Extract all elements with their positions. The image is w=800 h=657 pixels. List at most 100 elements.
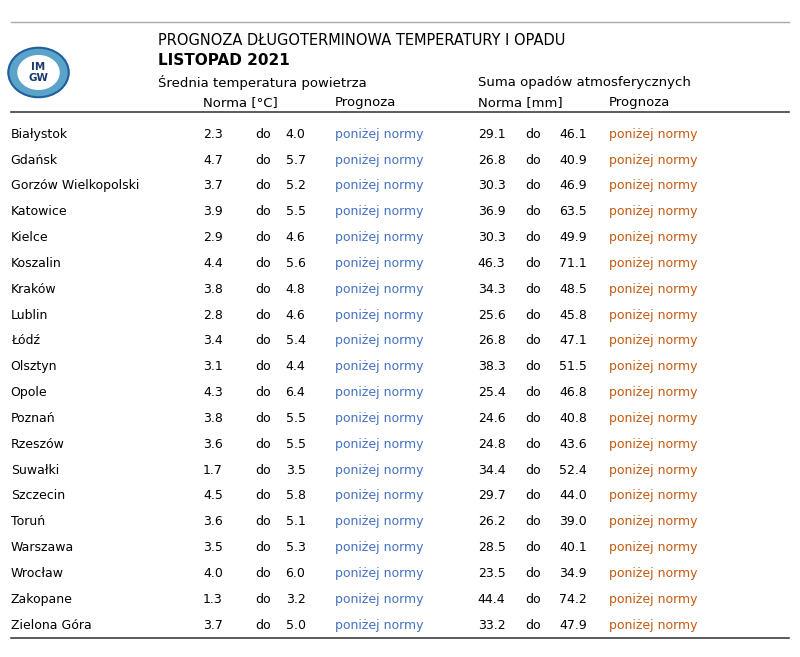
Text: do: do <box>255 179 271 193</box>
Text: do: do <box>526 618 541 631</box>
Text: 29.1: 29.1 <box>478 127 506 141</box>
Text: poniżej normy: poniżej normy <box>335 438 423 451</box>
Text: 6.0: 6.0 <box>286 567 306 580</box>
Text: 5.5: 5.5 <box>286 438 306 451</box>
Text: 39.0: 39.0 <box>559 515 586 528</box>
Circle shape <box>8 48 69 97</box>
Text: do: do <box>526 386 541 399</box>
Text: poniżej normy: poniżej normy <box>335 127 423 141</box>
Text: Norma [mm]: Norma [mm] <box>478 96 562 109</box>
Text: 3.2: 3.2 <box>286 593 306 606</box>
Text: 2.8: 2.8 <box>203 309 223 321</box>
Text: 49.9: 49.9 <box>559 231 586 244</box>
Text: do: do <box>255 205 271 218</box>
Text: poniżej normy: poniżej normy <box>335 231 423 244</box>
Text: poniżej normy: poniżej normy <box>335 309 423 321</box>
Text: 46.9: 46.9 <box>559 179 586 193</box>
Text: poniżej normy: poniżej normy <box>335 541 423 554</box>
Text: 36.9: 36.9 <box>478 205 506 218</box>
Circle shape <box>18 56 59 89</box>
Text: GW: GW <box>29 74 49 83</box>
Text: 33.2: 33.2 <box>478 618 506 631</box>
Text: 3.1: 3.1 <box>203 360 222 373</box>
Text: 24.6: 24.6 <box>478 412 506 425</box>
Text: 1.3: 1.3 <box>203 593 222 606</box>
Text: poniżej normy: poniżej normy <box>609 567 698 580</box>
Text: 5.5: 5.5 <box>286 412 306 425</box>
Text: 6.4: 6.4 <box>286 386 306 399</box>
Text: do: do <box>255 412 271 425</box>
Text: poniżej normy: poniżej normy <box>335 567 423 580</box>
Text: 25.4: 25.4 <box>478 386 506 399</box>
Text: 38.3: 38.3 <box>478 360 506 373</box>
Text: Koszalin: Koszalin <box>10 257 62 270</box>
Text: Szczecin: Szczecin <box>10 489 65 503</box>
Text: Suwałki: Suwałki <box>10 464 59 476</box>
Text: 5.6: 5.6 <box>286 257 306 270</box>
Text: poniżej normy: poniżej normy <box>335 179 423 193</box>
Text: Warszawa: Warszawa <box>10 541 74 554</box>
Text: 30.3: 30.3 <box>478 179 506 193</box>
Text: poniżej normy: poniżej normy <box>335 593 423 606</box>
Text: poniżej normy: poniżej normy <box>609 179 698 193</box>
Text: Białystok: Białystok <box>10 127 68 141</box>
Text: do: do <box>526 309 541 321</box>
Text: do: do <box>526 438 541 451</box>
Text: 47.1: 47.1 <box>559 334 586 348</box>
Text: 4.8: 4.8 <box>286 283 306 296</box>
Text: Rzeszów: Rzeszów <box>10 438 65 451</box>
Text: 2.9: 2.9 <box>203 231 222 244</box>
Text: 5.1: 5.1 <box>286 515 306 528</box>
Text: do: do <box>255 127 271 141</box>
Text: 29.7: 29.7 <box>478 489 506 503</box>
Text: poniżej normy: poniżej normy <box>335 283 423 296</box>
Text: Prognoza: Prognoza <box>335 96 396 109</box>
Text: poniżej normy: poniżej normy <box>335 257 423 270</box>
Text: 28.5: 28.5 <box>478 541 506 554</box>
Text: Gorzów Wielkopolski: Gorzów Wielkopolski <box>10 179 139 193</box>
Text: do: do <box>526 154 541 167</box>
Text: 71.1: 71.1 <box>559 257 586 270</box>
Text: do: do <box>526 205 541 218</box>
Text: poniżej normy: poniżej normy <box>609 154 698 167</box>
Text: Prognoza: Prognoza <box>609 96 670 109</box>
Text: 5.3: 5.3 <box>286 541 306 554</box>
Text: Poznań: Poznań <box>10 412 55 425</box>
Text: poniżej normy: poniżej normy <box>335 205 423 218</box>
Text: do: do <box>526 567 541 580</box>
Text: 26.8: 26.8 <box>478 334 506 348</box>
Text: 5.5: 5.5 <box>286 205 306 218</box>
Text: IM: IM <box>31 62 46 72</box>
Text: Toruń: Toruń <box>10 515 45 528</box>
Text: Kraków: Kraków <box>10 283 56 296</box>
Text: 52.4: 52.4 <box>559 464 586 476</box>
Text: 4.5: 4.5 <box>203 489 223 503</box>
Text: 3.7: 3.7 <box>203 179 223 193</box>
Text: 4.3: 4.3 <box>203 386 222 399</box>
Text: 5.2: 5.2 <box>286 179 306 193</box>
Text: 46.1: 46.1 <box>559 127 586 141</box>
Text: poniżej normy: poniżej normy <box>335 515 423 528</box>
Text: 47.9: 47.9 <box>559 618 586 631</box>
Text: 46.3: 46.3 <box>478 257 506 270</box>
Text: 40.8: 40.8 <box>559 412 586 425</box>
Text: do: do <box>255 360 271 373</box>
Text: do: do <box>526 179 541 193</box>
Text: 44.4: 44.4 <box>478 593 506 606</box>
Text: 1.7: 1.7 <box>203 464 223 476</box>
Text: 3.9: 3.9 <box>203 205 222 218</box>
Text: poniżej normy: poniżej normy <box>609 464 698 476</box>
Text: Zielona Góra: Zielona Góra <box>10 618 91 631</box>
Text: do: do <box>255 593 271 606</box>
Text: do: do <box>255 489 271 503</box>
Text: do: do <box>255 438 271 451</box>
Text: do: do <box>526 412 541 425</box>
Text: 3.4: 3.4 <box>203 334 222 348</box>
Text: poniżej normy: poniżej normy <box>609 205 698 218</box>
Text: poniżej normy: poniżej normy <box>335 618 423 631</box>
Text: 23.5: 23.5 <box>478 567 506 580</box>
Text: 30.3: 30.3 <box>478 231 506 244</box>
Text: 5.0: 5.0 <box>286 618 306 631</box>
Text: 51.5: 51.5 <box>559 360 586 373</box>
Text: 48.5: 48.5 <box>559 283 586 296</box>
